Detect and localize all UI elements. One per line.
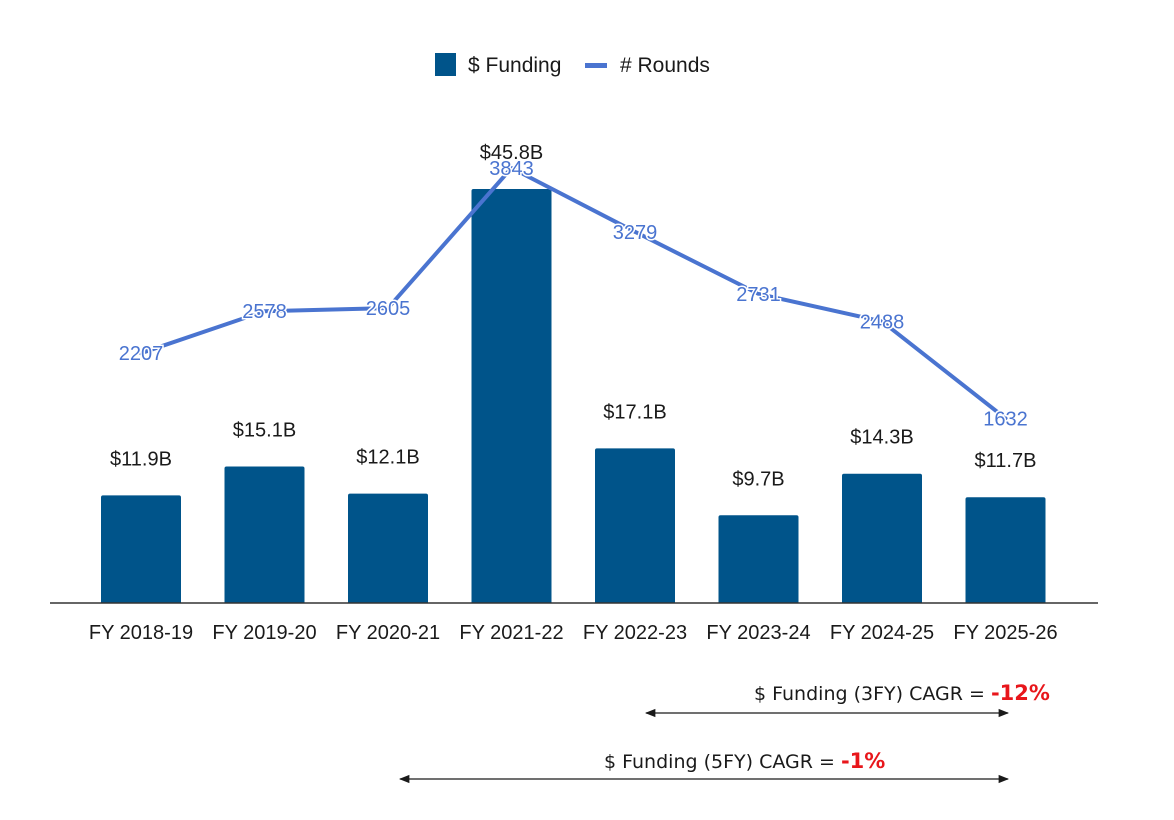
x-tick-label: FY 2018-19: [89, 622, 193, 644]
x-tick-label: FY 2025-26: [953, 622, 1057, 644]
funding-bar: [471, 188, 552, 603]
funding-bar-labels: $11.9B $15.1B $12.1B $45.8B $17.1B $9.7B $14.3…: [110, 142, 1036, 490]
x-tick-label: FY 2023-24: [706, 622, 810, 644]
funding-bar: [595, 448, 675, 603]
rounds-point-label: 1632: [983, 408, 1028, 430]
funding-bar: [965, 497, 1046, 603]
x-tick-label: FY 2021-22: [459, 622, 563, 644]
funding-bar: [101, 495, 181, 603]
cagr-5fy-value: -1%: [840, 749, 886, 773]
cagr-3fy-note: $ Funding (3FY) CAGR = -12%: [754, 681, 1050, 705]
rounds-point-label: 2731: [736, 284, 781, 306]
rounds-point-label: 2605: [366, 298, 411, 320]
funding-bar: [842, 473, 922, 603]
rounds-point-label: 2488: [860, 311, 905, 333]
x-tick-label: FY 2022-23: [583, 622, 687, 644]
rounds-point-label: 2578: [242, 301, 287, 323]
cagr-3fy-label: $ Funding (3FY) CAGR =: [754, 683, 991, 705]
legend[interactable]: $ Funding # Rounds: [435, 53, 710, 77]
funding-bar-label: $11.7B: [975, 450, 1037, 472]
rounds-line: [139, 166, 1008, 421]
cagr-3fy-value: -12%: [990, 681, 1050, 705]
funding-bar: [348, 493, 428, 603]
cagr-5fy-label: $ Funding (5FY) CAGR =: [604, 751, 841, 773]
funding-bar-label: $12.1B: [356, 447, 419, 469]
x-tick-label: FY 2019-20: [212, 622, 316, 644]
funding-bar-label: $15.1B: [233, 419, 296, 441]
x-axis-tick-labels: FY 2018-19 FY 2019-20 FY 2020-21 FY 2021-22…: [89, 622, 1058, 644]
funding-bar-label: $17.1B: [603, 401, 666, 423]
funding-bar: [224, 466, 305, 603]
funding-bar-label: $14.3B: [850, 427, 913, 449]
funding-bar-label: $11.9B: [110, 448, 172, 470]
legend-rounds-label: # Rounds: [620, 54, 710, 77]
funding-bar: [718, 515, 799, 603]
legend-funding-swatch: [435, 53, 456, 76]
rounds-point-labels: 2207 2578 2605 3843 3279 2731 2488 1632: [117, 157, 1029, 432]
legend-funding-label: $ Funding: [468, 54, 561, 77]
funding-bar-label: $45.8B: [480, 142, 543, 164]
legend-rounds-swatch: [585, 63, 607, 68]
funding-bars: [101, 188, 1046, 603]
x-tick-label: FY 2024-25: [830, 622, 934, 644]
rounds-point-label: 3843: [489, 158, 534, 180]
rounds-point-label: 3279: [613, 222, 658, 244]
funding-bar-label: $9.7B: [732, 468, 784, 490]
x-tick-label: FY 2020-21: [336, 622, 440, 644]
rounds-point-label: 2207: [119, 343, 164, 365]
cagr-5fy-note: $ Funding (5FY) CAGR = -1%: [604, 749, 885, 773]
